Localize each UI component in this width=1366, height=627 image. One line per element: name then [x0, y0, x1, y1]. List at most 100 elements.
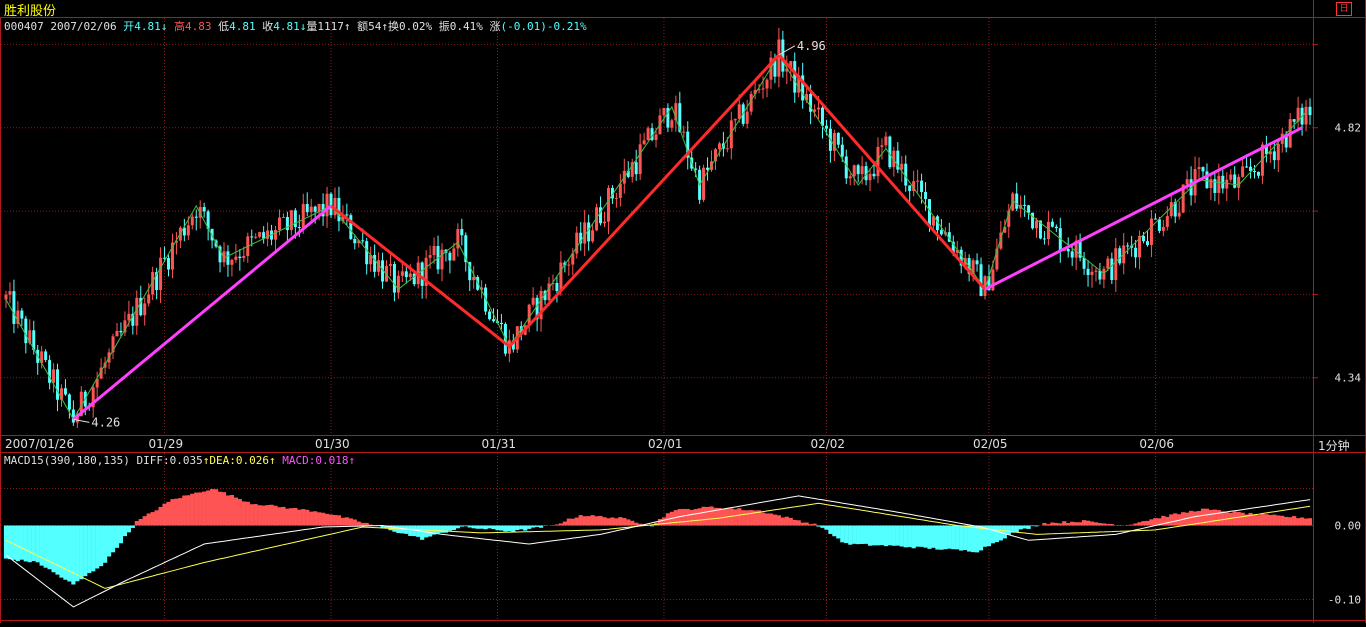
- candle-body-297: [1181, 184, 1185, 213]
- candle-body-5: [24, 318, 28, 344]
- candle-body-275: [1094, 270, 1098, 272]
- candle-body-75: [301, 204, 305, 228]
- candle-body-136: [543, 290, 547, 301]
- amount-arrow-icon: ↑: [381, 20, 388, 33]
- candle-body-315: [1253, 170, 1257, 172]
- candle-body-142: [567, 264, 571, 266]
- candle-body-306: [1217, 175, 1221, 193]
- candle-body-154: [614, 197, 618, 199]
- candle-body-229: [912, 181, 916, 191]
- restore-window-icon[interactable]: 日: [1336, 2, 1352, 16]
- candle-body-18: [75, 416, 79, 423]
- candle-body-290: [1153, 218, 1157, 220]
- candle-body-102: [408, 273, 412, 278]
- candle-body-272: [1082, 257, 1086, 269]
- diff-label: DIFF:: [136, 454, 170, 467]
- candle-body-70: [281, 216, 285, 218]
- candle-body-81: [325, 193, 329, 217]
- volume-label: 量: [306, 20, 318, 33]
- candle-body-228: [908, 185, 912, 191]
- candle-body-305: [1213, 179, 1217, 193]
- low-label: 低: [218, 20, 230, 33]
- candle-body-269: [1070, 251, 1074, 258]
- candle-body-298: [1185, 179, 1189, 185]
- candle-body-1: [8, 291, 12, 295]
- candle-body-46: [186, 225, 190, 236]
- candle-body-323: [1284, 133, 1288, 148]
- candle-body-132: [527, 304, 531, 326]
- candle-body-153: [610, 187, 614, 199]
- candle-body-216: [860, 166, 864, 175]
- candle-body-192: [765, 79, 769, 89]
- candle-body-146: [583, 222, 587, 244]
- volume-arrow-icon: ↑: [343, 20, 351, 33]
- macd-label: MACD:: [282, 454, 316, 467]
- turnover-label: 换: [387, 20, 399, 33]
- open-label: 开: [123, 20, 135, 33]
- candle-body-82: [329, 193, 333, 216]
- candle-body-317: [1260, 144, 1264, 176]
- candle-body-147: [587, 222, 591, 242]
- candle-body-180: [717, 143, 721, 150]
- candle-body-148: [591, 230, 595, 242]
- candle-body-188: [749, 93, 753, 112]
- macd-indicator-name: MACD15(390,180,135): [4, 454, 130, 467]
- candle-body-259: [1031, 212, 1035, 229]
- candle-body-288: [1145, 241, 1149, 246]
- candle-body-314: [1249, 166, 1253, 171]
- amplitude-value: 0.41%: [449, 20, 483, 33]
- xtick-3: 01/31: [481, 437, 516, 451]
- xtick-6: 02/05: [973, 437, 1008, 451]
- candle-body-250: [995, 248, 999, 270]
- candle-body-326: [1296, 107, 1300, 122]
- candle-body-88: [353, 238, 357, 244]
- candle-body-143: [571, 253, 575, 265]
- candle-body-258: [1027, 205, 1031, 213]
- annotation-label-0: 4.26: [91, 415, 120, 429]
- candle-body-161: [642, 140, 646, 145]
- candle-body-204: [813, 109, 817, 112]
- annotation-leader-1: [778, 45, 796, 56]
- candle-body-274: [1090, 271, 1094, 276]
- candle-body-63: [254, 236, 258, 238]
- diff-line: [5, 495, 1311, 608]
- candle-body-292: [1161, 226, 1165, 231]
- candle-body-94: [377, 260, 381, 272]
- candle-body-303: [1205, 171, 1209, 188]
- candle-body-212: [844, 156, 848, 179]
- candle-body-177: [706, 167, 710, 170]
- candle-body-9: [40, 351, 44, 363]
- candle-body-23: [95, 378, 99, 388]
- candle-body-221: [880, 145, 884, 147]
- macd-value: 0.018: [315, 454, 349, 467]
- candle-body-17: [71, 409, 75, 423]
- candle-body-265: [1054, 226, 1058, 229]
- candle-body-255: [1015, 193, 1019, 209]
- candle-body-195: [777, 39, 781, 77]
- candle-body-218: [868, 173, 872, 181]
- candle-body-185: [737, 104, 741, 119]
- candle-body-56: [226, 251, 230, 265]
- candle-body-270: [1074, 240, 1078, 258]
- candle-body-48: [194, 216, 198, 218]
- candle-body-226: [900, 163, 904, 170]
- candle-body-4: [20, 310, 24, 319]
- candle-body-184: [733, 118, 737, 121]
- candle-body-268: [1066, 248, 1070, 252]
- candle-body-16: [67, 394, 71, 410]
- candle-body-253: [1007, 210, 1011, 227]
- amount-value: 54: [368, 20, 382, 33]
- candle-body-11: [48, 360, 52, 383]
- candle-body-32: [131, 313, 135, 326]
- candle-body-158: [630, 162, 634, 177]
- candle-body-79: [317, 203, 321, 212]
- candle-body-86: [345, 214, 349, 216]
- candle-body-224: [892, 150, 896, 168]
- quote-info-bar: 000407 2007/02/06 开4.81↓ 高4.83 低4.81 收4.…: [4, 18, 587, 34]
- period-selector[interactable]: 1分钟: [1318, 439, 1350, 453]
- candle-body-114: [456, 229, 460, 249]
- candle-body-71: [285, 216, 289, 231]
- candle-body-307: [1221, 175, 1225, 189]
